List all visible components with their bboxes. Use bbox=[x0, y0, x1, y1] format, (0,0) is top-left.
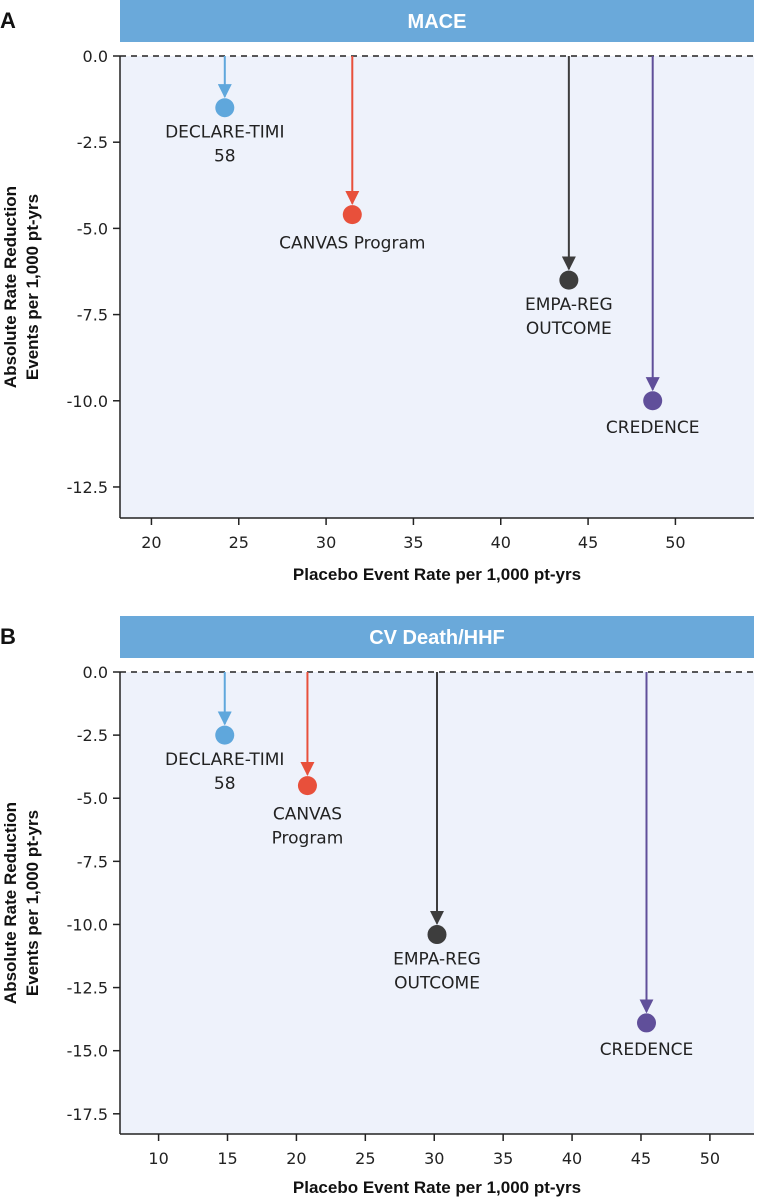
panel-a-title: MACE bbox=[408, 11, 467, 33]
panel-b-y-tick-label: -7.5 bbox=[77, 852, 108, 871]
panel-b-x-tick-label: 20 bbox=[286, 1149, 306, 1168]
panel-b-y-tick-label: -12.5 bbox=[67, 979, 108, 998]
panel-b-label-declare-timi-58: DECLARE-TIMI bbox=[165, 750, 284, 770]
panel-b-point-credence bbox=[636, 1013, 656, 1033]
panel-a-x-tick-label: 20 bbox=[141, 533, 161, 552]
panel-a-y-axis-title-line1: Absolute Rate Reduction bbox=[1, 186, 20, 388]
panel-b-label-empa-reg-outcome: OUTCOME bbox=[394, 974, 480, 994]
panel-b-x-tick-label: 45 bbox=[631, 1149, 651, 1168]
panel-a-label-empa-reg-outcome: OUTCOME bbox=[526, 319, 612, 339]
panel-b-x-tick-label: 15 bbox=[217, 1149, 237, 1168]
panel-b-y-axis-title-line2: Events per 1,000 pt-yrs bbox=[23, 810, 42, 996]
panel-b-y-axis-title-line1: Absolute Rate Reduction bbox=[1, 802, 20, 1004]
panel-a-point-declare-timi-58 bbox=[215, 98, 235, 118]
panel-a-x-tick-label: 45 bbox=[578, 533, 598, 552]
panel-b-y-tick-label: -15.0 bbox=[67, 1042, 108, 1061]
panel-b-y-tick-label: -17.5 bbox=[67, 1105, 108, 1124]
panel-b-y-tick-label: -5.0 bbox=[77, 789, 108, 808]
panel-a-label-declare-timi-58: DECLARE-TIMI bbox=[165, 123, 284, 143]
panel-a-label-canvas-program: CANVAS Program bbox=[279, 234, 425, 254]
panel-a-y-tick-label: -10.0 bbox=[67, 392, 108, 411]
panel-a-x-tick-label: 40 bbox=[491, 533, 511, 552]
panel-b-label-canvas-program: CANVAS bbox=[273, 805, 342, 825]
panel-b-x-tick-label: 30 bbox=[424, 1149, 444, 1168]
panel-b-point-empa-reg-outcome bbox=[427, 925, 447, 945]
panel-b-y-tick-label: -2.5 bbox=[77, 726, 108, 745]
panel-b-label-canvas-program: Program bbox=[272, 829, 344, 849]
panel-a-marks: 0.0 -2.5 -5.0 -7.5 -10.0 -12.5 20 25 30 35 40 45 50 D… bbox=[67, 47, 754, 552]
panel-b-x-tick-label: 10 bbox=[148, 1149, 168, 1168]
panel-a-label-credence: CREDENCE bbox=[606, 418, 700, 438]
panel-b-label-declare-timi-58: 58 bbox=[214, 774, 236, 794]
panel-b-y-tick-label: 0.0 bbox=[83, 663, 108, 682]
panel-b-marks: 0.0 -2.5 -5.0 -7.5 -10.0 -12.5 -15.0 -17.5 10 15 2… bbox=[67, 663, 754, 1168]
panel-b-x-tick-label: 50 bbox=[700, 1149, 720, 1168]
panel-a-x-tick-label: 50 bbox=[665, 533, 685, 552]
panel-a-y-tick-label: -5.0 bbox=[77, 219, 108, 238]
panel-a-x-tick-label: 25 bbox=[229, 533, 249, 552]
panel-a-plot-area bbox=[120, 56, 754, 518]
panel-a-point-canvas-program bbox=[342, 205, 362, 225]
panel-a-x-tick-label: 35 bbox=[403, 533, 423, 552]
panel-a-y-tick-label: -2.5 bbox=[77, 133, 108, 152]
panel-a-mace: A MACE 0.0 -2.5 -5.0 -7.5 -10.0 -12.5 20 25 30 35… bbox=[0, 0, 754, 584]
panel-b-point-declare-timi-58 bbox=[215, 725, 235, 745]
panel-a-x-tick-label: 30 bbox=[316, 533, 336, 552]
panel-b-x-tick-label: 35 bbox=[493, 1149, 513, 1168]
panel-a-title-banner bbox=[120, 0, 754, 42]
panel-b-letter: B bbox=[0, 624, 16, 649]
panel-a-y-tick-label: -7.5 bbox=[77, 306, 108, 325]
panel-b-title: CV Death/HHF bbox=[369, 627, 505, 649]
panel-a-x-axis-title: Placebo Event Rate per 1,000 pt-yrs bbox=[293, 565, 581, 584]
panel-b-label-empa-reg-outcome: EMPA-REG bbox=[393, 950, 481, 970]
panel-b-x-tick-label: 40 bbox=[562, 1149, 582, 1168]
panel-a-label-empa-reg-outcome: EMPA-REG bbox=[525, 295, 613, 315]
panel-b-point-canvas-program bbox=[297, 776, 317, 796]
panel-a-point-credence bbox=[643, 391, 663, 411]
panel-b-label-credence: CREDENCE bbox=[600, 1040, 694, 1060]
panel-b-x-tick-label: 25 bbox=[355, 1149, 375, 1168]
panel-a-letter: A bbox=[0, 8, 16, 33]
panel-a-label-declare-timi-58: 58 bbox=[214, 147, 236, 167]
panel-b-title-banner bbox=[120, 616, 754, 658]
panel-a-y-tick-label: -12.5 bbox=[67, 478, 108, 497]
panel-b-y-tick-label: -10.0 bbox=[67, 915, 108, 934]
panel-b-cv-death-hhf: B CV Death/HHF 0.0 -2.5 -5.0 -7.5 -10.0 -12.5… bbox=[0, 616, 754, 1197]
panel-a-y-tick-label: 0.0 bbox=[83, 47, 108, 66]
panel-b-x-axis-title: Placebo Event Rate per 1,000 pt-yrs bbox=[293, 1178, 581, 1197]
panel-a-y-axis-title-line2: Events per 1,000 pt-yrs bbox=[23, 194, 42, 380]
panel-a-point-empa-reg-outcome bbox=[559, 270, 579, 290]
